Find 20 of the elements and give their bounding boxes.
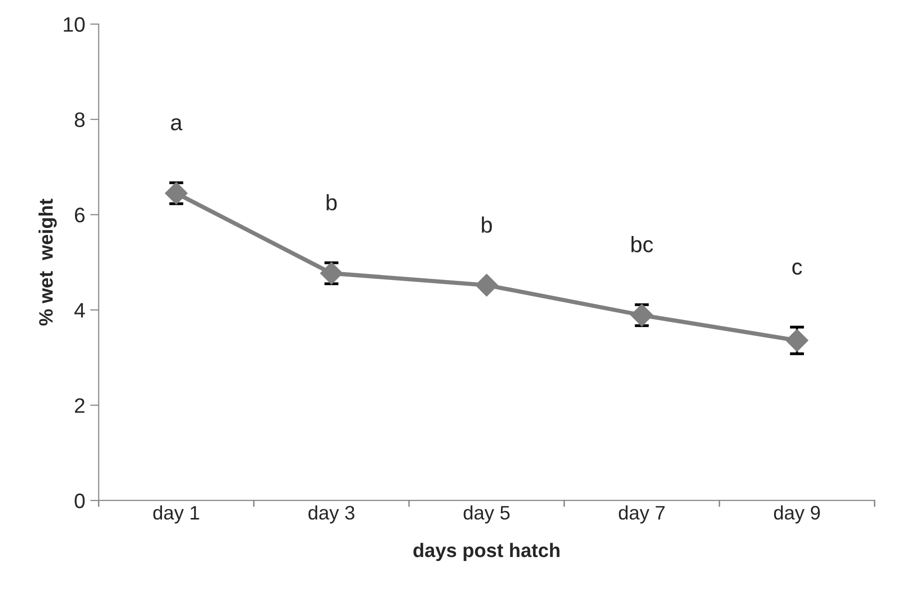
x-tick-label: day 7	[618, 505, 665, 524]
y-tick-label: 2	[74, 398, 84, 413]
annotation: a	[171, 118, 182, 130]
annotation: bc	[632, 236, 653, 252]
y-tick-label: 0	[74, 493, 85, 508]
y-tick-label: 6	[74, 208, 85, 222]
x-tick-label: day 5	[464, 505, 510, 524]
y-tick-label: 10	[64, 17, 85, 32]
x-tick-label: day 9	[774, 505, 820, 524]
point	[786, 329, 808, 352]
annotation: b	[326, 194, 337, 210]
y-axis-title: % wet weight	[38, 198, 57, 326]
y-tick-label: 4	[74, 303, 85, 318]
x-axis-title: days post hatch	[413, 542, 560, 562]
point	[475, 274, 498, 296]
x-tick-label: day 1	[153, 505, 200, 524]
annotation: b	[482, 216, 492, 233]
x-tick-label: day 3	[308, 505, 354, 524]
y-tick-label: 8	[74, 112, 85, 128]
annotation: c	[792, 262, 802, 275]
